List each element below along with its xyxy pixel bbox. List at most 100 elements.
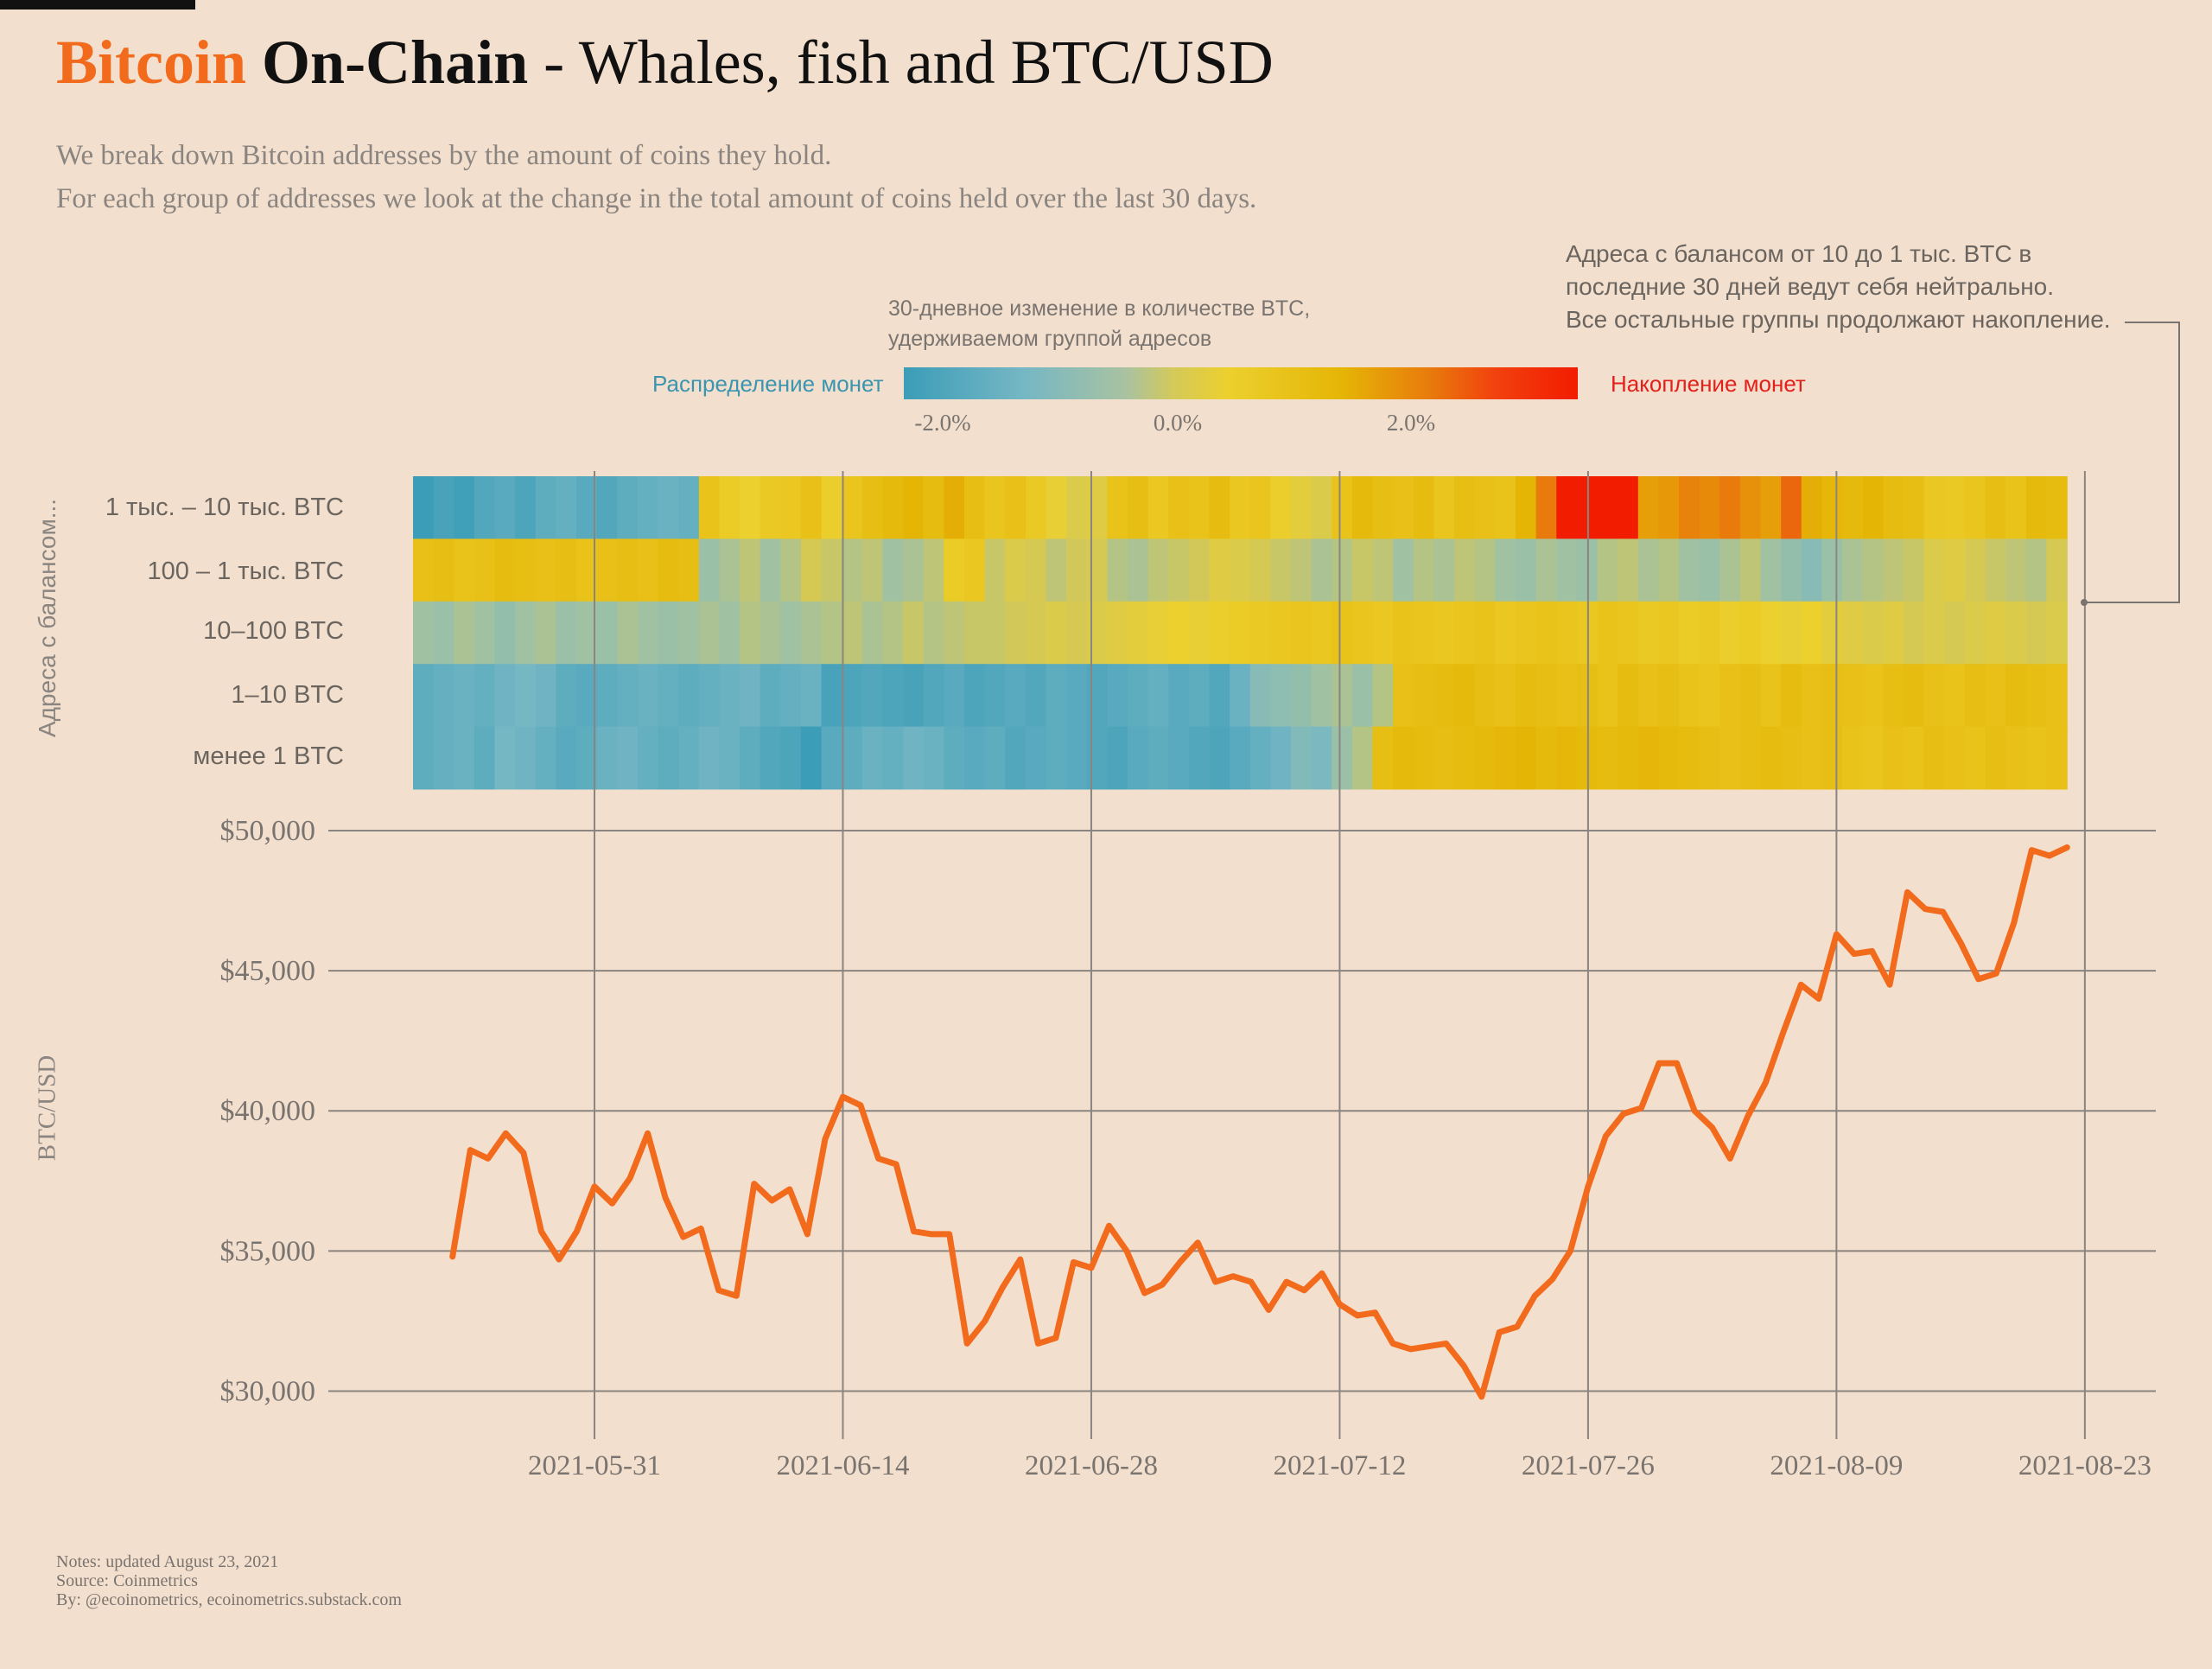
- legend-tick-minus-2: -2.0%: [914, 410, 971, 436]
- annotation-leader-dot: [2081, 599, 2088, 606]
- heatmap-cell: [1107, 726, 1128, 790]
- heatmap-cell: [596, 538, 619, 602]
- heatmap-cell: [740, 476, 761, 539]
- heatmap-cell: [1699, 538, 1721, 602]
- heatmap-cell: [1454, 601, 1476, 665]
- heatmap-cell: [1393, 601, 1414, 665]
- heatmap-cell: [2025, 601, 2048, 665]
- heatmap-cell: [1516, 664, 1537, 728]
- heatmap-cell: [1249, 476, 1272, 539]
- heatmap-cell: [2046, 538, 2068, 602]
- title-bold: On-Chain: [262, 28, 529, 97]
- heatmap-cell: [1168, 476, 1190, 539]
- heatmap-cell: [1985, 476, 2006, 539]
- heatmap-cell: [556, 538, 577, 602]
- heatmap-cell: [1107, 538, 1128, 602]
- heatmap-cell: [1923, 601, 1946, 665]
- heatmap-cell: [413, 476, 435, 539]
- heatmap-cell: [1209, 476, 1230, 539]
- heatmap-cell: [1005, 601, 1027, 665]
- heatmap-cell: [2046, 664, 2068, 728]
- heatmap-cell: [1495, 601, 1516, 665]
- heatmap-cell: [923, 476, 945, 539]
- heatmap-cell: [780, 726, 802, 790]
- heatmap-cell: [1128, 538, 1149, 602]
- heatmap-cell: [800, 726, 823, 790]
- heatmap-cell: [474, 726, 496, 790]
- heatmap-cell: [882, 476, 904, 539]
- heatmap-cell: [535, 538, 557, 602]
- heatmap-cell: [1699, 664, 1721, 728]
- heatmap-cell: [964, 726, 986, 790]
- heatmap-cell: [535, 601, 557, 665]
- heatmap-cell: [1107, 601, 1128, 665]
- heatmap-cell: [494, 726, 516, 790]
- heatmap-cell: [821, 664, 843, 728]
- heatmap-cell: [1474, 726, 1497, 790]
- heatmap-cell: [1433, 476, 1455, 539]
- heatmap-cell: [1658, 538, 1680, 602]
- heatmap-cell: [1270, 476, 1292, 539]
- heatmap-cell: [1923, 476, 1946, 539]
- heatmap-cell: [1230, 601, 1251, 665]
- heatmap-cell: [678, 601, 700, 665]
- heatmap-cell: [1535, 726, 1558, 790]
- legend-accumulation-label: Накопление монет: [1611, 371, 1806, 397]
- heatmap-cell: [1249, 538, 1272, 602]
- heatmap-cell: [1046, 664, 1067, 728]
- heatmap-cell: [1291, 538, 1313, 602]
- heatmap-cell: [535, 664, 557, 728]
- heatmap-cell: [1249, 601, 1272, 665]
- heatmap-cell: [1842, 538, 1864, 602]
- heatmap-cell: [1760, 601, 1782, 665]
- heatmap-cell: [413, 664, 435, 728]
- heatmap-cell: [944, 476, 965, 539]
- heatmap-cell: [1985, 601, 2006, 665]
- heatmap-cell: [821, 476, 843, 539]
- heatmap-cell: [1291, 664, 1313, 728]
- heatmap-cell: [1332, 476, 1353, 539]
- price-grid: [328, 471, 2156, 1439]
- heatmap-cell: [1495, 664, 1516, 728]
- heatmap-cell: [1270, 726, 1292, 790]
- heatmap-cell: [923, 538, 945, 602]
- heatmap-cell: [1903, 601, 1925, 665]
- heatmap-cell: [433, 538, 455, 602]
- notes-source: Source: Coinmetrics: [56, 1571, 198, 1590]
- heatmap-cell: [861, 476, 884, 539]
- heatmap-cell: [1679, 538, 1700, 602]
- heatmap-cell: [1066, 664, 1088, 728]
- heatmap-cell: [1128, 664, 1149, 728]
- heatmap-cell: [1433, 538, 1455, 602]
- heatmap-cell: [760, 664, 782, 728]
- heatmap-cell: [1311, 476, 1333, 539]
- heatmap-cell: [1413, 538, 1435, 602]
- subtitle-line-1: We break down Bitcoin addresses by the a…: [56, 140, 832, 171]
- heatmap-cell: [617, 726, 639, 790]
- heatmap-row-label-under-1: менее 1 BTC: [193, 742, 344, 770]
- heatmap-cell: [1842, 726, 1864, 790]
- heatmap-cell: [1147, 726, 1170, 790]
- heatmap-cell: [1658, 601, 1680, 665]
- heatmap-cell: [1046, 601, 1067, 665]
- annotation-line-1: Адреса с балансом от 10 до 1 тыс. BTC в: [1566, 240, 2032, 267]
- heatmap-cell: [923, 601, 945, 665]
- legend-distribution-label: Распределение монет: [652, 371, 884, 397]
- heatmap-cell: [1516, 476, 1537, 539]
- heatmap-cell: [1903, 476, 1925, 539]
- heatmap-cell: [740, 664, 761, 728]
- heatmap-cell: [1944, 664, 1966, 728]
- heatmap-cell: [842, 601, 863, 665]
- heatmap-cell: [1862, 726, 1885, 790]
- heatmap-cell: [903, 726, 925, 790]
- heatmap-cell: [1760, 726, 1782, 790]
- heatmap-cell: [1618, 601, 1639, 665]
- heatmap-cell: [1209, 664, 1230, 728]
- heatmap-cell: [413, 538, 435, 602]
- heatmap-cell: [556, 664, 577, 728]
- heatmap-cell: [658, 601, 679, 665]
- heatmap-cell: [1556, 664, 1578, 728]
- heatmap-cell: [637, 538, 659, 602]
- heatmap-cell: [903, 538, 925, 602]
